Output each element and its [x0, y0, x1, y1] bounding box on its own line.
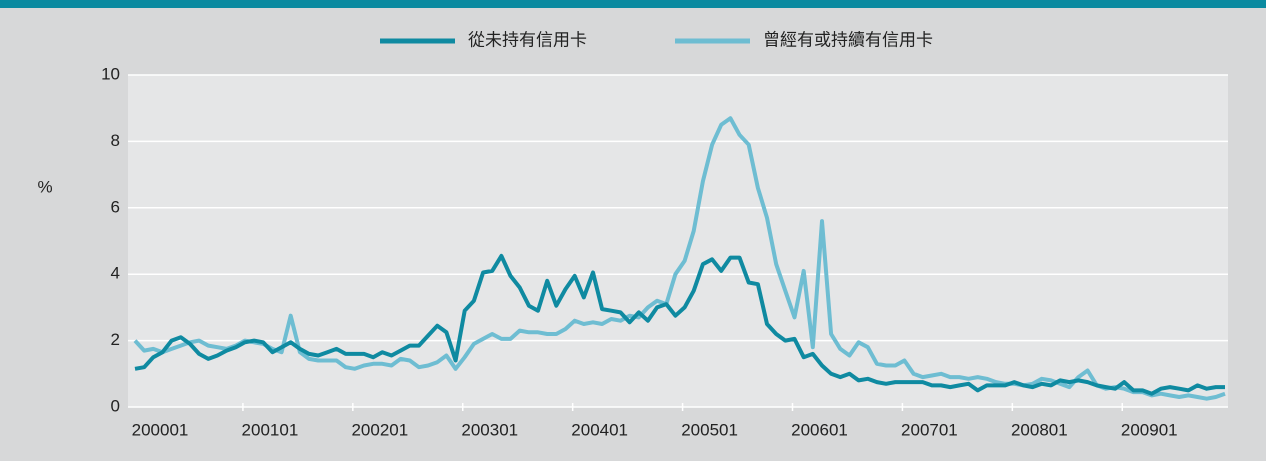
- x-tick-label: 200101: [242, 420, 299, 439]
- x-tick-label: 200901: [1121, 420, 1178, 439]
- top-bar: [0, 0, 1266, 8]
- legend-label: 從未持有信用卡: [468, 30, 587, 49]
- x-tick-label: 200701: [901, 420, 958, 439]
- y-tick-label: 4: [111, 264, 120, 283]
- y-tick-label: 0: [111, 396, 120, 415]
- x-tick-label: 200401: [571, 420, 628, 439]
- plot-area: [128, 75, 1228, 407]
- series-line: [134, 253, 1225, 396]
- y-axis-label: %: [37, 177, 52, 196]
- y-tick-label: 10: [101, 64, 120, 83]
- y-tick-label: 6: [111, 197, 120, 216]
- x-tick-label: 200001: [132, 420, 189, 439]
- legend-label: 曾經有或持續有信用卡: [763, 30, 933, 49]
- x-tick-label: 200801: [1011, 420, 1068, 439]
- y-tick-label: 2: [111, 330, 120, 349]
- y-tick-label: 8: [111, 131, 120, 150]
- series-line: [133, 116, 1226, 401]
- x-tick-label: 200301: [461, 420, 518, 439]
- x-tick-label: 200601: [791, 420, 848, 439]
- x-tick-label: 200501: [681, 420, 738, 439]
- x-tick-label: 200201: [351, 420, 408, 439]
